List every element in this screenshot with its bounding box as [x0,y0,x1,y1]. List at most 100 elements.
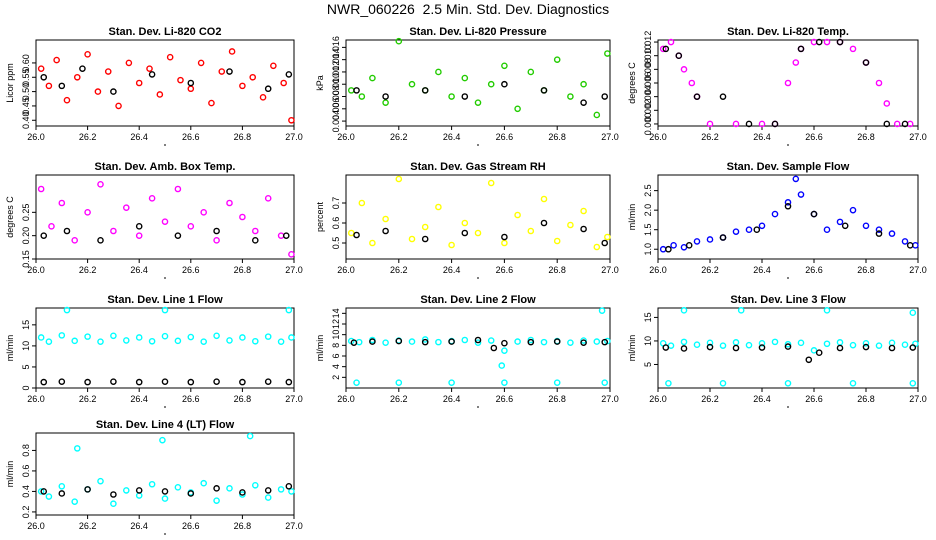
data-point [501,239,508,247]
data-point [213,237,220,244]
x-tick-label: 26.4 [443,132,461,142]
data-point [395,337,403,345]
x-tick-label: 26.8 [548,132,566,142]
data-point [888,344,896,352]
data-point [501,347,508,354]
data-point [540,338,548,346]
data-point [37,334,45,341]
data-point [706,343,714,351]
data-point [84,486,91,493]
data-point [110,227,117,235]
data-point [883,120,891,128]
data-point [159,436,166,444]
data-point [567,339,574,346]
data-point [79,65,86,72]
data-point [601,338,609,346]
x-tick-label: 26.0 [649,132,667,142]
y-tick-label: 0.60 [21,54,31,72]
panel-title: Stan. Dev. Gas Stream RH [410,161,546,173]
data-point [784,202,792,210]
x-tick-label: 26.8 [234,394,252,404]
data-point [174,484,182,491]
data-point [849,341,857,349]
data-point [448,93,455,100]
x-tick-label: 26.8 [548,394,566,404]
data-point [110,332,117,340]
data-point [45,82,53,90]
x-tick-label: 26.6 [182,521,200,531]
x-tick-label: 27.0 [601,132,619,142]
data-point [177,76,184,84]
data-point [135,492,143,499]
plot-frame [657,174,919,260]
y-tick-label: 0.004 [643,85,653,108]
data-point [264,487,272,494]
data-point [174,232,182,239]
y-tick-label: 5 [21,364,31,369]
data-point [187,85,195,93]
data-point [63,227,71,235]
data-point [280,79,287,87]
plot-frame [35,432,295,516]
x-tick-label: 26.2 [701,132,719,142]
data-point [161,332,169,340]
plot-frame [35,174,295,260]
data-point [758,222,766,230]
data-point [73,73,81,81]
data-point [58,82,66,90]
data-point [593,243,601,251]
data-point [40,232,48,239]
data-point [784,343,792,350]
data-point [875,226,883,233]
chart-panel: Stan. Dev. Li-820 Temp. 26.0 26.2 26.4 26.6 2… [627,26,927,146]
data-point [693,93,701,100]
y-axis-label: ml/min [5,461,15,488]
y-tick-label: 15 [21,320,31,330]
data-point [97,181,104,188]
data-point [487,179,495,187]
data-point [40,488,48,495]
data-point [353,231,360,239]
data-point [685,242,693,249]
x-tick-label: 26.0 [337,132,355,142]
data-point [84,209,91,216]
data-point [580,337,587,344]
x-tick-label: 26.6 [805,394,823,404]
data-point [474,99,482,106]
data-point [862,222,870,230]
y-axis-label: ml/min [627,335,637,362]
x-tick-label: 26.8 [234,521,252,531]
data-point [501,233,508,241]
data-point [435,338,442,346]
data-point [540,219,548,227]
x-tick-label: 26.2 [701,265,719,275]
x-tick-label: 27.0 [909,132,927,142]
data-point [745,341,753,349]
data-point [604,233,611,241]
data-point [797,339,805,347]
data-point [753,226,761,233]
data-point [197,59,205,67]
y-tick-label: 0.25 [21,204,31,222]
data-point [487,337,495,344]
data-point [239,378,246,386]
chart-panel: Stan. Dev. Gas Stream RH 26.0 26.2 26.4 26.6… [315,161,619,279]
data-point [48,223,55,230]
data-point [421,338,429,346]
data-point [395,37,403,45]
data-point [909,309,917,317]
data-point [288,116,295,124]
data-point [264,378,272,385]
panel-title: Stan. Dev. Line 2 Flow [420,294,536,306]
panel-title: Stan. Dev. Line 4 (LT) Flow [96,419,235,431]
chart-panel: Stan. Dev. Sample Flow 26.0 26.2 26.4 26.6 26… [627,161,927,279]
data-point [353,379,360,386]
data-point [123,204,130,211]
data-point [58,199,66,207]
data-point [737,307,745,314]
data-point [382,215,389,223]
data-point [784,340,792,348]
data-point [285,482,293,490]
data-point [97,237,104,244]
